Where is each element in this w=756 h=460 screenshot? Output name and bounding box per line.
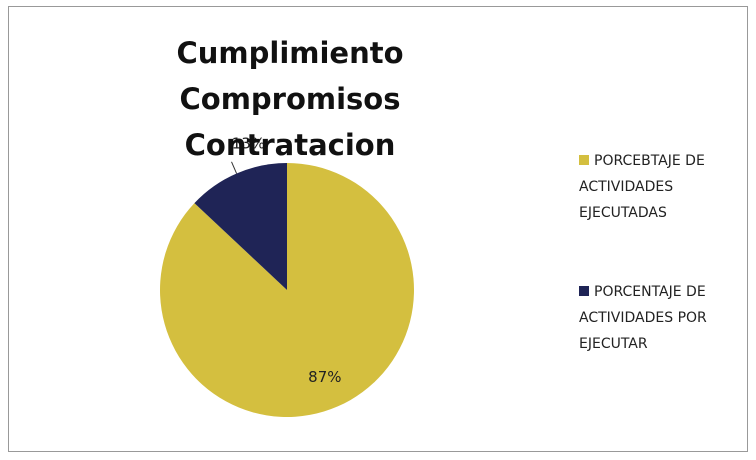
legend-swatch	[579, 286, 589, 296]
pie-slice	[194, 163, 287, 290]
legend-label: PORCEBTAJE DE ACTIVIDADES EJECUTADAS	[579, 153, 705, 221]
leader-line	[231, 161, 238, 174]
legend-label: PORCENTAJE DE ACTIVIDADES POR EJECUTAR	[579, 284, 707, 352]
data-label: 13%	[232, 135, 265, 153]
chart-title: Cumplimiento Compromisos Contratacion	[176, 36, 404, 162]
legend-item: PORCENTAJE DE ACTIVIDADES POR EJECUTAR	[579, 279, 739, 357]
legend-swatch	[579, 155, 589, 165]
data-label: 87%	[308, 368, 341, 386]
chart-border	[8, 6, 748, 452]
legend-item: PORCEBTAJE DE ACTIVIDADES EJECUTADAS	[579, 148, 739, 226]
